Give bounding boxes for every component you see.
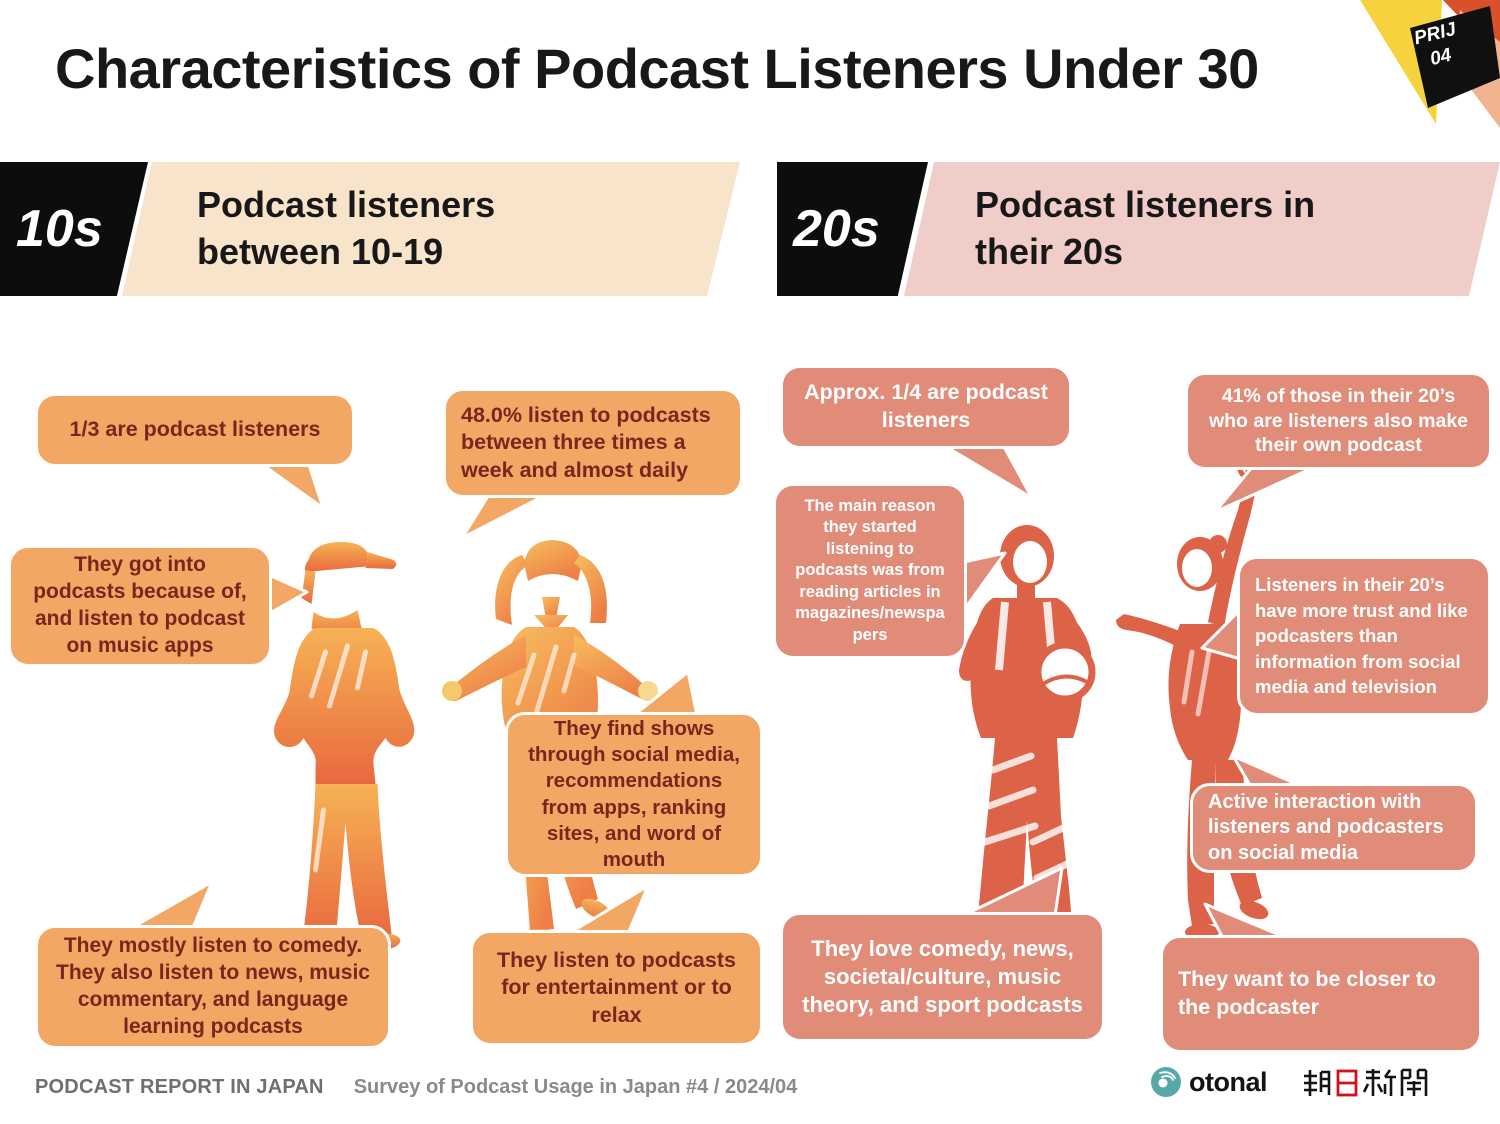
bubble-twenties-creators: 41% of those in their 20’s who are liste… [1185,372,1492,470]
badge-parallelogram [1410,6,1500,108]
asahi-shimbun-logo [1302,1068,1428,1103]
bubble-teens-gateway: They got into podcasts because of, and l… [8,545,272,667]
heading-20s-line1: Podcast listeners in [975,184,1316,226]
page-title: Characteristics of Podcast Listeners Und… [55,37,1259,100]
tab-20s-label: 20s [793,200,880,258]
report-name: PODCAST REPORT IN JAPAN [35,1076,324,1098]
bubble-twenties-genres-text: They love comedy, news, societal/culture… [802,935,1083,1018]
bubble-teens-motivation-text: They listen to podcasts for entertainmen… [497,947,736,1027]
heading-10s-line2: between 10-19 [197,231,444,272]
bubble-teens-genres: They mostly listen to comedy. They also … [35,925,391,1049]
tab-10s-label: 10s [16,200,103,258]
survey-label: Survey of Podcast Usage in Japan #4 / 20… [353,1076,798,1098]
section-heading-20s: Podcast listeners in their 20s [975,182,1315,276]
bubble-twenties-creators-text: 41% of those in their 20’s who are liste… [1208,384,1469,457]
otonal-wordmark: otonal [1189,1066,1268,1097]
section-heading-10s: Podcast listeners between 10-19 [197,182,495,276]
heading-20s-line2: their 20s [975,231,1124,272]
bubble-twenties-genres: They love comedy, news, societal/culture… [780,912,1105,1042]
section-band-20s: Podcast listeners in their 20s [904,162,1500,296]
heading-10s-line1: Podcast listeners [197,184,496,226]
bubble-teens-share: 1/3 are podcast listeners [35,393,355,467]
bubble-teens-discovery: They find shows through social media, re… [505,712,763,877]
bubble-teens-share-text: 1/3 are podcast listeners [69,417,321,442]
bubble-twenties-trust-text: Listeners in their 20’s have more trust … [1255,574,1468,698]
corner-decoration [1360,0,1500,128]
bubble-teens-gateway-text: They got into podcasts because of, and l… [33,553,247,657]
section-band-10s: Podcast listeners between 10-19 [122,162,740,296]
bubble-teens-frequency-text: 48.0% listen to podcasts between three t… [461,402,711,482]
bubble-twenties-interaction-text: Active interaction with listeners and po… [1208,790,1444,864]
bubble-tail [1213,464,1319,514]
asahi-shimbun-kanji-icon [1304,1068,1428,1097]
bubble-twenties-closeness-text: They want to be closer to the podcaster [1178,967,1437,1019]
otonal-disc-icon [1151,1067,1181,1097]
bubble-twenties-share: Approx. 1/4 are podcast listeners [780,365,1072,449]
bubble-twenties-share-text: Approx. 1/4 are podcast listeners [804,380,1048,432]
section-tab-20s: 20s [777,162,928,296]
bubble-twenties-gateway: The main reason they started listening t… [773,483,967,659]
bubble-teens-discovery-text: They find shows through social media, re… [528,716,740,871]
bubble-twenties-trust: Listeners in their 20’s have more trust … [1237,556,1491,716]
bubble-twenties-gateway-text: The main reason they started listening t… [795,496,945,644]
bubble-twenties-closeness: They want to be closer to the podcaster [1160,935,1482,1053]
bubble-twenties-interaction: Active interaction with listeners and po… [1190,783,1478,873]
bubble-teens-motivation: They listen to podcasts for entertainmen… [470,930,763,1046]
bubble-teens-genres-text: They mostly listen to comedy. They also … [56,934,370,1038]
footer: PODCAST REPORT IN JAPAN Survey of Podcas… [35,1076,797,1099]
section-tab-10s: 10s [0,162,148,296]
otonal-logo: otonal [1150,1066,1268,1098]
bubble-teens-frequency: 48.0% listen to podcasts between three t… [443,388,743,498]
